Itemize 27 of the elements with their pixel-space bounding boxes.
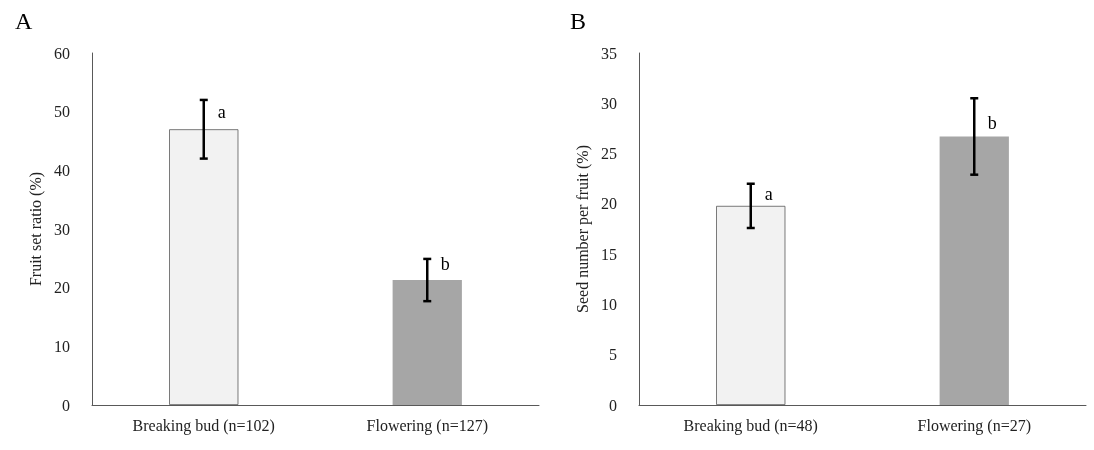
annotation: b [987, 113, 997, 134]
x-tick-label: Breaking bud (n=102) [132, 416, 275, 435]
annotation: b [440, 254, 450, 275]
y-tick-label: 30 [601, 94, 617, 112]
y-tick-label: 10 [54, 337, 70, 355]
y-tick-label: 20 [54, 279, 70, 297]
y-tick-label: 0 [62, 396, 70, 414]
y-tick-label: 5 [609, 346, 617, 364]
annotation: a [764, 183, 773, 204]
y-tick-label: 50 [54, 103, 70, 121]
chart-title: A [15, 8, 33, 34]
y-tick-label: 25 [601, 145, 617, 163]
y-axis-title: Fruit set ratio (%) [26, 171, 45, 287]
chart-title: B [570, 8, 587, 34]
y-tick-label: 30 [54, 220, 70, 238]
y-tick-label: 10 [601, 295, 617, 313]
x-tick-label: Flowering (n=127) [366, 416, 488, 435]
y-tick-label: 15 [601, 245, 617, 263]
y-tick-label: 35 [601, 44, 617, 62]
x-tick-label: Breaking bud (n=48) [683, 416, 818, 435]
x-tick-label: Flowering (n=27) [917, 416, 1031, 435]
y-axis-title: Seed number per fruit (%) [573, 145, 592, 313]
y-tick-label: 0 [609, 396, 617, 414]
y-tick-label: 60 [54, 44, 70, 62]
y-tick-label: 20 [601, 195, 617, 213]
annotation: a [217, 101, 226, 122]
y-tick-label: 40 [54, 161, 70, 179]
